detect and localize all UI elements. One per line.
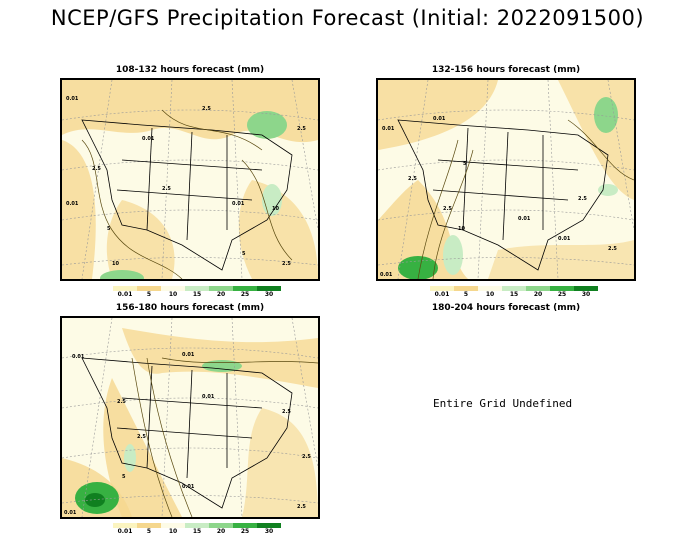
svg-text:0.01: 0.01 bbox=[72, 354, 85, 360]
svg-text:2.5: 2.5 bbox=[137, 434, 146, 440]
svg-text:10: 10 bbox=[272, 206, 279, 212]
panel-4-undefined-message: Entire Grid Undefined bbox=[433, 397, 573, 410]
svg-text:0.01: 0.01 bbox=[66, 96, 79, 102]
svg-text:2.5: 2.5 bbox=[408, 176, 417, 182]
svg-text:2.5: 2.5 bbox=[297, 504, 306, 510]
panel-2-map: 0.01 2.5 0.01 2.5 5 10 0.01 2.5 0.01 2.5… bbox=[376, 78, 636, 281]
svg-text:0.01: 0.01 bbox=[433, 116, 446, 122]
panel-2-title: 132-156 hours forecast (mm) bbox=[431, 65, 581, 75]
svg-text:2.5: 2.5 bbox=[92, 166, 101, 172]
map-canvas: 0.01 2.5 0.01 2.5 0.01 2.5 5 2.5 0.01 2.… bbox=[62, 318, 318, 517]
svg-text:2.5: 2.5 bbox=[297, 126, 306, 132]
panel-1-map: 0.01 2.5 0.01 2.5 5 10 0.01 2.5 2.5 10 0… bbox=[60, 78, 320, 281]
svg-text:10: 10 bbox=[112, 261, 119, 267]
svg-text:0.01: 0.01 bbox=[382, 126, 395, 132]
panel-3-legend: 0.01 5 10 15 20 25 30 bbox=[113, 523, 281, 537]
svg-text:2.5: 2.5 bbox=[443, 206, 452, 212]
svg-text:0.01: 0.01 bbox=[182, 484, 195, 490]
panel-1-title: 108-132 hours forecast (mm) bbox=[115, 65, 265, 75]
contour-labels: 0.01 2.5 0.01 2.5 5 10 0.01 2.5 2.5 10 0… bbox=[66, 96, 306, 267]
svg-text:0.01: 0.01 bbox=[558, 236, 571, 242]
panel-3-title: 156-180 hours forecast (mm) bbox=[115, 303, 265, 313]
map-canvas: 0.01 2.5 0.01 2.5 5 10 0.01 2.5 0.01 2.5… bbox=[378, 80, 634, 279]
panel-2-legend: 0.01 5 10 15 20 25 30 bbox=[430, 286, 598, 300]
svg-text:0.01: 0.01 bbox=[64, 510, 77, 516]
svg-text:0.01: 0.01 bbox=[380, 272, 393, 278]
contour-labels: 0.01 2.5 0.01 2.5 0.01 2.5 5 2.5 0.01 2.… bbox=[64, 352, 311, 516]
svg-text:0.01: 0.01 bbox=[232, 201, 245, 207]
svg-text:2.5: 2.5 bbox=[282, 409, 291, 415]
svg-text:0.01: 0.01 bbox=[518, 216, 531, 222]
svg-text:0.01: 0.01 bbox=[142, 136, 155, 142]
svg-text:2.5: 2.5 bbox=[117, 399, 126, 405]
svg-text:5: 5 bbox=[107, 226, 111, 232]
panel-3-map: 0.01 2.5 0.01 2.5 0.01 2.5 5 2.5 0.01 2.… bbox=[60, 316, 320, 519]
panel-1-legend: 0.01 5 10 15 20 25 30 bbox=[113, 286, 281, 300]
svg-text:5: 5 bbox=[463, 161, 467, 167]
page-title: NCEP/GFS Precipitation Forecast (Initial… bbox=[50, 6, 645, 30]
svg-text:0.01: 0.01 bbox=[182, 352, 195, 358]
svg-text:2.5: 2.5 bbox=[608, 246, 617, 252]
panel-4-title: 180-204 hours forecast (mm) bbox=[431, 303, 581, 313]
svg-text:2.5: 2.5 bbox=[302, 454, 311, 460]
svg-text:2.5: 2.5 bbox=[578, 196, 587, 202]
svg-text:0.01: 0.01 bbox=[66, 201, 79, 207]
svg-text:2.5: 2.5 bbox=[202, 106, 211, 112]
svg-text:5: 5 bbox=[122, 474, 126, 480]
map-canvas: 0.01 2.5 0.01 2.5 5 10 0.01 2.5 2.5 10 0… bbox=[62, 80, 318, 279]
svg-text:0.01: 0.01 bbox=[202, 394, 215, 400]
svg-text:10: 10 bbox=[458, 226, 465, 232]
svg-text:5: 5 bbox=[242, 251, 246, 257]
svg-text:2.5: 2.5 bbox=[282, 261, 291, 267]
svg-text:2.5: 2.5 bbox=[162, 186, 171, 192]
contour-labels: 0.01 2.5 0.01 2.5 5 10 0.01 2.5 0.01 2.5… bbox=[380, 116, 617, 278]
